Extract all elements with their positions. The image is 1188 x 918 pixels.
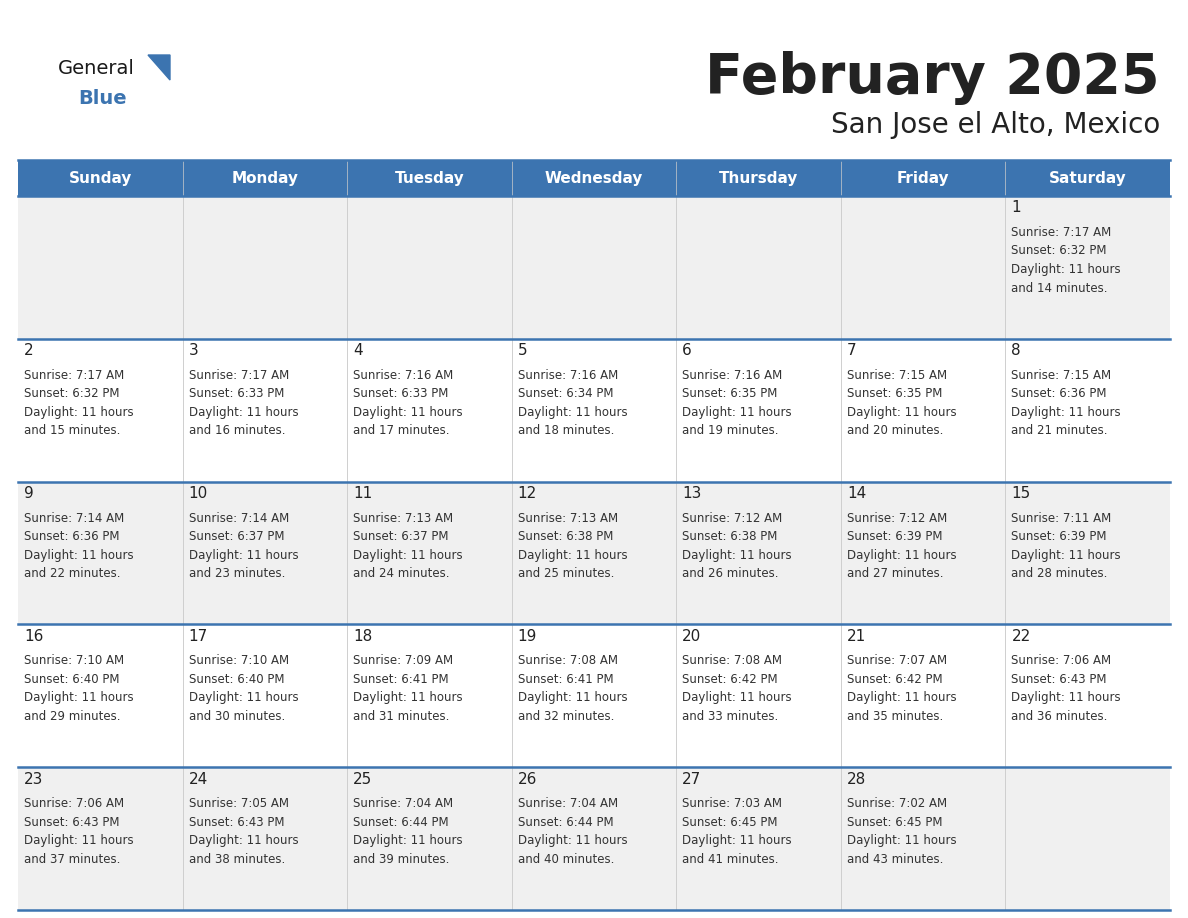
Text: 21: 21	[847, 629, 866, 644]
Text: Saturday: Saturday	[1049, 171, 1126, 185]
Text: 6: 6	[682, 343, 693, 358]
Text: 7: 7	[847, 343, 857, 358]
Text: 19: 19	[518, 629, 537, 644]
Text: 15: 15	[1011, 487, 1031, 501]
Text: Sunrise: 7:17 AM
Sunset: 6:32 PM
Daylight: 11 hours
and 15 minutes.: Sunrise: 7:17 AM Sunset: 6:32 PM Dayligh…	[24, 369, 133, 437]
Text: 1: 1	[1011, 200, 1020, 216]
Text: Sunrise: 7:17 AM
Sunset: 6:32 PM
Daylight: 11 hours
and 14 minutes.: Sunrise: 7:17 AM Sunset: 6:32 PM Dayligh…	[1011, 226, 1121, 295]
Text: 12: 12	[518, 487, 537, 501]
Text: 27: 27	[682, 772, 702, 787]
Text: Sunrise: 7:02 AM
Sunset: 6:45 PM
Daylight: 11 hours
and 43 minutes.: Sunrise: 7:02 AM Sunset: 6:45 PM Dayligh…	[847, 797, 956, 866]
Text: Sunrise: 7:15 AM
Sunset: 6:35 PM
Daylight: 11 hours
and 20 minutes.: Sunrise: 7:15 AM Sunset: 6:35 PM Dayligh…	[847, 369, 956, 437]
Text: Sunrise: 7:16 AM
Sunset: 6:35 PM
Daylight: 11 hours
and 19 minutes.: Sunrise: 7:16 AM Sunset: 6:35 PM Dayligh…	[682, 369, 792, 437]
Text: Monday: Monday	[232, 171, 298, 185]
Text: 22: 22	[1011, 629, 1031, 644]
Text: Sunrise: 7:16 AM
Sunset: 6:33 PM
Daylight: 11 hours
and 17 minutes.: Sunrise: 7:16 AM Sunset: 6:33 PM Dayligh…	[353, 369, 463, 437]
Text: Sunrise: 7:08 AM
Sunset: 6:41 PM
Daylight: 11 hours
and 32 minutes.: Sunrise: 7:08 AM Sunset: 6:41 PM Dayligh…	[518, 655, 627, 722]
Bar	[18, 482, 1170, 624]
Text: Sunrise: 7:09 AM
Sunset: 6:41 PM
Daylight: 11 hours
and 31 minutes.: Sunrise: 7:09 AM Sunset: 6:41 PM Dayligh…	[353, 655, 463, 722]
Text: 8: 8	[1011, 343, 1020, 358]
Text: Thursday: Thursday	[719, 171, 798, 185]
Bar	[18, 624, 1170, 767]
Text: 14: 14	[847, 487, 866, 501]
Text: Friday: Friday	[897, 171, 949, 185]
Bar	[18, 160, 1170, 196]
Text: Wednesday: Wednesday	[545, 171, 643, 185]
Text: Sunrise: 7:12 AM
Sunset: 6:38 PM
Daylight: 11 hours
and 26 minutes.: Sunrise: 7:12 AM Sunset: 6:38 PM Dayligh…	[682, 511, 792, 580]
Text: Sunrise: 7:17 AM
Sunset: 6:33 PM
Daylight: 11 hours
and 16 minutes.: Sunrise: 7:17 AM Sunset: 6:33 PM Dayligh…	[189, 369, 298, 437]
Text: 26: 26	[518, 772, 537, 787]
Text: Sunrise: 7:10 AM
Sunset: 6:40 PM
Daylight: 11 hours
and 29 minutes.: Sunrise: 7:10 AM Sunset: 6:40 PM Dayligh…	[24, 655, 133, 722]
Text: 4: 4	[353, 343, 362, 358]
Text: 16: 16	[24, 629, 44, 644]
Text: 2: 2	[24, 343, 33, 358]
Text: 5: 5	[518, 343, 527, 358]
Text: Blue: Blue	[78, 88, 127, 107]
Text: Sunday: Sunday	[69, 171, 132, 185]
Text: Sunrise: 7:08 AM
Sunset: 6:42 PM
Daylight: 11 hours
and 33 minutes.: Sunrise: 7:08 AM Sunset: 6:42 PM Dayligh…	[682, 655, 792, 722]
Text: Sunrise: 7:14 AM
Sunset: 6:37 PM
Daylight: 11 hours
and 23 minutes.: Sunrise: 7:14 AM Sunset: 6:37 PM Dayligh…	[189, 511, 298, 580]
Text: 23: 23	[24, 772, 44, 787]
Text: 18: 18	[353, 629, 372, 644]
Text: Sunrise: 7:14 AM
Sunset: 6:36 PM
Daylight: 11 hours
and 22 minutes.: Sunrise: 7:14 AM Sunset: 6:36 PM Dayligh…	[24, 511, 133, 580]
Text: 17: 17	[189, 629, 208, 644]
Text: Sunrise: 7:10 AM
Sunset: 6:40 PM
Daylight: 11 hours
and 30 minutes.: Sunrise: 7:10 AM Sunset: 6:40 PM Dayligh…	[189, 655, 298, 722]
Text: General: General	[58, 59, 135, 77]
Bar	[18, 196, 1170, 339]
Polygon shape	[148, 55, 170, 80]
Text: Sunrise: 7:13 AM
Sunset: 6:38 PM
Daylight: 11 hours
and 25 minutes.: Sunrise: 7:13 AM Sunset: 6:38 PM Dayligh…	[518, 511, 627, 580]
Text: Sunrise: 7:11 AM
Sunset: 6:39 PM
Daylight: 11 hours
and 28 minutes.: Sunrise: 7:11 AM Sunset: 6:39 PM Dayligh…	[1011, 511, 1121, 580]
Text: Sunrise: 7:07 AM
Sunset: 6:42 PM
Daylight: 11 hours
and 35 minutes.: Sunrise: 7:07 AM Sunset: 6:42 PM Dayligh…	[847, 655, 956, 722]
Text: Sunrise: 7:06 AM
Sunset: 6:43 PM
Daylight: 11 hours
and 37 minutes.: Sunrise: 7:06 AM Sunset: 6:43 PM Dayligh…	[24, 797, 133, 866]
Text: 28: 28	[847, 772, 866, 787]
Text: 24: 24	[189, 772, 208, 787]
Text: Sunrise: 7:13 AM
Sunset: 6:37 PM
Daylight: 11 hours
and 24 minutes.: Sunrise: 7:13 AM Sunset: 6:37 PM Dayligh…	[353, 511, 463, 580]
Text: 10: 10	[189, 487, 208, 501]
Text: February 2025: February 2025	[706, 51, 1159, 105]
Text: 9: 9	[24, 487, 33, 501]
Text: Sunrise: 7:04 AM
Sunset: 6:44 PM
Daylight: 11 hours
and 39 minutes.: Sunrise: 7:04 AM Sunset: 6:44 PM Dayligh…	[353, 797, 463, 866]
Text: Sunrise: 7:06 AM
Sunset: 6:43 PM
Daylight: 11 hours
and 36 minutes.: Sunrise: 7:06 AM Sunset: 6:43 PM Dayligh…	[1011, 655, 1121, 722]
Text: Sunrise: 7:04 AM
Sunset: 6:44 PM
Daylight: 11 hours
and 40 minutes.: Sunrise: 7:04 AM Sunset: 6:44 PM Dayligh…	[518, 797, 627, 866]
Bar	[18, 339, 1170, 482]
Text: 3: 3	[189, 343, 198, 358]
Text: 11: 11	[353, 487, 372, 501]
Text: Sunrise: 7:05 AM
Sunset: 6:43 PM
Daylight: 11 hours
and 38 minutes.: Sunrise: 7:05 AM Sunset: 6:43 PM Dayligh…	[189, 797, 298, 866]
Text: Sunrise: 7:15 AM
Sunset: 6:36 PM
Daylight: 11 hours
and 21 minutes.: Sunrise: 7:15 AM Sunset: 6:36 PM Dayligh…	[1011, 369, 1121, 437]
Text: 20: 20	[682, 629, 702, 644]
Text: Sunrise: 7:12 AM
Sunset: 6:39 PM
Daylight: 11 hours
and 27 minutes.: Sunrise: 7:12 AM Sunset: 6:39 PM Dayligh…	[847, 511, 956, 580]
Text: Sunrise: 7:03 AM
Sunset: 6:45 PM
Daylight: 11 hours
and 41 minutes.: Sunrise: 7:03 AM Sunset: 6:45 PM Dayligh…	[682, 797, 792, 866]
Bar	[18, 767, 1170, 910]
Text: 25: 25	[353, 772, 372, 787]
Text: 13: 13	[682, 487, 702, 501]
Text: Sunrise: 7:16 AM
Sunset: 6:34 PM
Daylight: 11 hours
and 18 minutes.: Sunrise: 7:16 AM Sunset: 6:34 PM Dayligh…	[518, 369, 627, 437]
Text: Tuesday: Tuesday	[394, 171, 465, 185]
Text: San Jose el Alto, Mexico: San Jose el Alto, Mexico	[830, 111, 1159, 139]
